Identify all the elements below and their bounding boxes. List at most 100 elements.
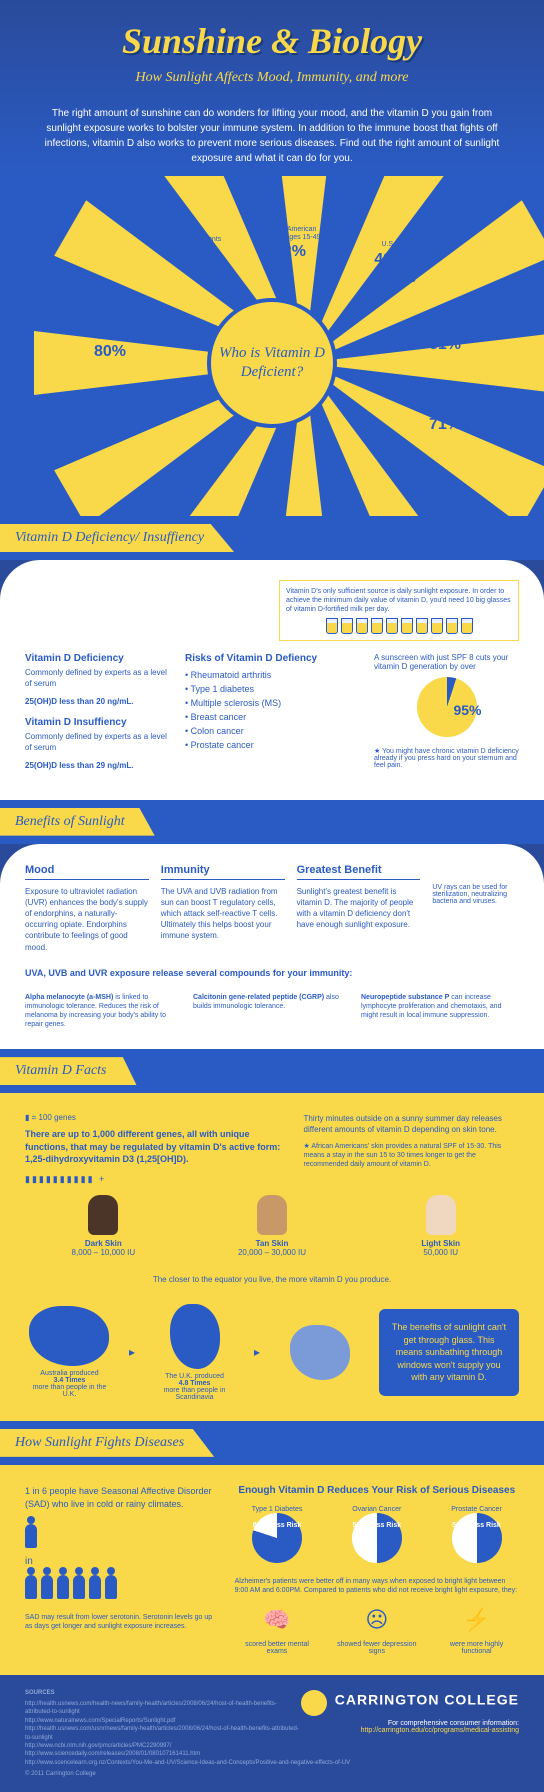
scandinavia-map: [290, 1325, 350, 1380]
alz-text: Alzheimer's patients were better off in …: [235, 1577, 519, 1595]
milk-glass-icon: [416, 618, 428, 634]
sun-stat: Pregnant Mothers71%: [410, 406, 480, 434]
milk-glass-icon: [401, 618, 413, 634]
banner-label: Vitamin D Deficiency/ Insuffiency: [0, 524, 234, 552]
milk-glass-icon: [371, 618, 383, 634]
mood-text: Exposure to ultraviolet radiation (UVR) …: [25, 886, 149, 953]
facts-section: ▮ = 100 genes There are up to 1,000 diff…: [0, 1093, 544, 1421]
risk-item: Breast cancer: [185, 710, 359, 724]
extra-column: UV rays can be used for sterilization, n…: [432, 864, 519, 953]
def-threshold: 25(OH)D less than 20 ng/mL.: [25, 697, 170, 707]
diseases-banner: How Sunlight Fights Diseases: [0, 1421, 544, 1465]
sun-stat: Nursing Home Patients80%: [75, 326, 145, 361]
risk-item: Colon cancer: [185, 724, 359, 738]
benefits-section: Mood Exposure to ultraviolet radiation (…: [0, 844, 544, 1050]
uk-map: [170, 1304, 220, 1369]
intro-text: The right amount of sunshine can do wond…: [30, 106, 514, 166]
immunity-title: Immunity: [161, 864, 285, 880]
milk-glass-icon: [431, 618, 443, 634]
sad-in: in: [25, 1556, 215, 1567]
reduce-column: Enough Vitamin D Reduces Your Risk of Se…: [235, 1485, 519, 1655]
ins-title: Vitamin D Insuffiency: [25, 717, 170, 728]
extra-text: UV rays can be used for sterilization, n…: [432, 884, 519, 905]
disease-pie: Ovarian Cancer50% Less Risk: [352, 1506, 402, 1567]
compound-item: Calcitonin gene-related peptide (CGRP) a…: [193, 993, 351, 1029]
footer: CARRINGTON COLLEGE For comprehensive con…: [0, 1675, 544, 1792]
brand-name: CARRINGTON COLLEGE: [335, 1692, 519, 1708]
milk-glass-icon: [326, 618, 338, 634]
risk-item: Multiple sclerosis (MS): [185, 696, 359, 710]
milk-text: Vitamin D's only sufficient source is da…: [286, 587, 512, 614]
skin-tone-item: Tan Skin20,000 – 30,000 IU: [194, 1195, 351, 1257]
skin-tones-row: Dark Skin8,000 – 10,000 IUTan Skin20,000…: [25, 1195, 519, 1257]
greatest-text: Sunlight's greatest benefit is vitamin D…: [297, 886, 421, 931]
equator-text: The closer to the equator you live, the …: [25, 1275, 519, 1284]
disease-pie: Type 1 Diabetes80% Less Risk: [252, 1506, 303, 1567]
skin-column: Thirty minutes outside on a sunny summer…: [304, 1113, 519, 1185]
mood-title: Mood: [25, 864, 149, 880]
genes-column: ▮ = 100 genes There are up to 1,000 diff…: [25, 1113, 284, 1185]
uva-heading: UVA, UVB and UVR exposure release severa…: [25, 968, 519, 978]
brand-sub: For comprehensive consumer information:: [301, 1720, 519, 1727]
banner-label: Vitamin D Facts: [0, 1057, 137, 1085]
milk-glass-icon: [446, 618, 458, 634]
compounds-row: Alpha melanocyte (a-MSH) is linked to im…: [25, 993, 519, 1029]
sad-people-1: [25, 1524, 215, 1548]
greatest-column: Greatest Benefit Sunlight's greatest ben…: [297, 864, 421, 953]
greatest-title: Greatest Benefit: [297, 864, 421, 880]
risks-list: Rheumatoid arthritisType 1 diabetesMulti…: [185, 668, 359, 752]
compound-item: Alpha melanocyte (a-MSH) is linked to im…: [25, 993, 183, 1029]
equator-maps: Australia produced3.4 Timesmore than peo…: [25, 1304, 519, 1401]
alz-item: 🧠scored better mental exams: [235, 1607, 320, 1655]
sun-center: Who is Vitamin D Deficient?: [207, 298, 337, 428]
spf-note: ★ You might have chronic vitamin D defic…: [374, 747, 519, 769]
spf-pie: 95%: [417, 677, 477, 737]
deficiency-definitions: Vitamin D Deficiency Commonly defined by…: [25, 653, 170, 779]
sun-center-text: Who is Vitamin D Deficient?: [211, 344, 333, 383]
deficiency-banner: Vitamin D Deficiency/ Insuffiency: [0, 516, 544, 560]
immunity-text: The UVA and UVB radiation from sun can b…: [161, 886, 285, 942]
banner-label: How Sunlight Fights Diseases: [0, 1429, 214, 1457]
banner-label: Benefits of Sunlight: [0, 808, 155, 836]
milk-glass-icon: [386, 618, 398, 634]
spf-pct: 95%: [453, 702, 481, 718]
skin-tone-item: Dark Skin8,000 – 10,000 IU: [25, 1195, 182, 1257]
main-title: Sunshine & Biology: [30, 20, 514, 62]
milk-callout: Vitamin D's only sufficient source is da…: [279, 580, 519, 641]
source-item: http://www.scencelearn.org.nz/Contexts/Y…: [25, 1759, 519, 1767]
sun-diagram: Who is Vitamin D Deficient? Hospital Pat…: [0, 176, 544, 516]
sun-stat: Infants81%: [410, 326, 480, 354]
risks-column: Risks of Vitamin D Defiency Rheumatoid a…: [185, 653, 359, 779]
spf-text: A sunscreen with just SPF 8 cuts your vi…: [374, 653, 519, 671]
australia-map: [29, 1306, 109, 1366]
ins-threshold: 25(OH)D less than 29 ng/mL.: [25, 761, 170, 771]
subtitle: How Sunlight Affects Mood, Immunity, and…: [30, 70, 514, 86]
milk-glass-icon: [341, 618, 353, 634]
alz-row: 🧠scored better mental exams☹showed fewer…: [235, 1607, 519, 1655]
milk-glasses: [286, 618, 512, 634]
def-title: Vitamin D Deficiency: [25, 653, 170, 664]
compound-item: Neuropeptide substance P can increase ly…: [361, 993, 519, 1029]
def-text: Commonly defined by experts as a level o…: [25, 668, 170, 689]
sun-stat: U.S. Elderly42% to 60%: [365, 241, 435, 287]
brand-logo-icon: [301, 1690, 327, 1716]
milk-glass-icon: [356, 618, 368, 634]
disease-pie: Prostate Cancer50% Less Risk: [451, 1506, 502, 1567]
genes-text: There are up to 1,000 different genes, a…: [25, 1128, 284, 1166]
sun-stat: U.S.40%: [60, 406, 130, 434]
sun-stat: African American Women ages 15-4942%: [255, 226, 325, 261]
immunity-column: Immunity The UVA and UVB radiation from …: [161, 864, 285, 953]
diseases-section: 1 in 6 people have Seasonal Affective Di…: [0, 1465, 544, 1675]
mood-column: Mood Exposure to ultraviolet radiation (…: [25, 864, 149, 953]
milk-glass-icon: [461, 618, 473, 634]
risk-item: Rheumatoid arthritis: [185, 668, 359, 682]
spf-note: African Americans' skin provides a natur…: [304, 1143, 502, 1168]
sun-stat: Hospital Patients60%: [160, 236, 230, 264]
brand-block: CARRINGTON COLLEGE For comprehensive con…: [301, 1690, 519, 1734]
sad-note: SAD may result from lower serotonin. Ser…: [25, 1613, 215, 1631]
risk-item: Prostate cancer: [185, 738, 359, 752]
glass-callout: The benefits of sunlight can't get throu…: [379, 1309, 519, 1396]
copyright: © 2011 Carrington College: [25, 1771, 519, 1777]
thirty-text: Thirty minutes outside on a sunny summer…: [304, 1113, 519, 1135]
source-item: http://www.sciencedaily.com/releases/200…: [25, 1750, 519, 1758]
